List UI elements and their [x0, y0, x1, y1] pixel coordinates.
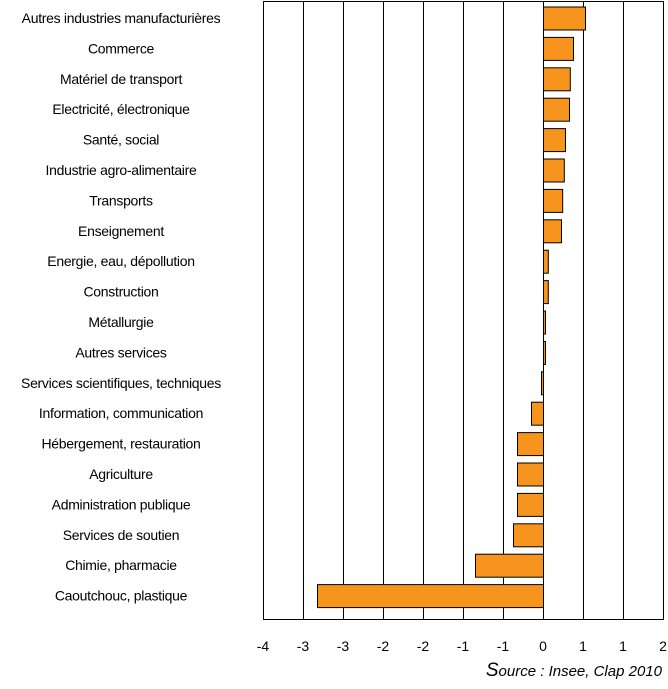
- category-label: Enseignement: [78, 223, 164, 239]
- bar: [543, 97, 570, 122]
- bar: [543, 219, 562, 244]
- category-label: Electricité, électronique: [52, 101, 190, 117]
- category-label: Métallurgie: [88, 314, 154, 330]
- category-label: Agriculture: [89, 466, 153, 482]
- category-label: Matériel de transport: [60, 71, 183, 87]
- category-label: Industrie agro-alimentaire: [46, 162, 197, 178]
- category-label: Santé, social: [83, 132, 159, 148]
- x-tick-label: 1: [619, 638, 627, 654]
- bar: [517, 492, 544, 517]
- category-label: Administration publique: [52, 496, 191, 512]
- x-tick-label: -3: [297, 638, 310, 654]
- x-tick-label: -2: [377, 638, 390, 654]
- category-label: Chimie, pharmacie: [65, 557, 177, 573]
- source-text: ource : Insee, Clap 2010: [498, 663, 662, 680]
- x-tick-label: 2: [659, 638, 667, 654]
- category-label: Autres services: [75, 344, 166, 360]
- x-tick-label: -1: [497, 638, 510, 654]
- category-labels: Autres industries manufacturières Commerc…: [21, 10, 222, 604]
- bar: [531, 401, 544, 426]
- category-label: Hébergement, restauration: [41, 436, 200, 452]
- bar: [543, 280, 549, 305]
- bar: [517, 432, 544, 457]
- bar: [517, 462, 544, 487]
- category-label: Information, communication: [39, 405, 203, 421]
- x-tick-labels: -4 -3 -3 -2 -2 -1 -1 0 1 1 2: [257, 638, 667, 654]
- category-label: Services scientifiques, techniques: [21, 375, 221, 391]
- category-label: Caoutchouc, plastique: [55, 588, 188, 604]
- bar: [543, 36, 574, 61]
- grid-lines: [303, 1, 624, 619]
- bar: [543, 67, 571, 92]
- category-label: Commerce: [88, 40, 155, 56]
- bars: [317, 6, 586, 609]
- x-tick-label: 1: [579, 638, 587, 654]
- x-tick-label: -3: [337, 638, 350, 654]
- source-note: Source : Insee, Clap 2010: [486, 660, 662, 682]
- plot-frame: [263, 1, 664, 620]
- x-tick-label: -2: [417, 638, 430, 654]
- bar: [317, 584, 544, 609]
- bar: [543, 6, 586, 31]
- bar: [543, 128, 566, 153]
- x-tick-label: -4: [257, 638, 270, 654]
- bar: [475, 553, 544, 578]
- category-label: Autres industries manufacturières: [22, 10, 221, 26]
- x-tick-label: -1: [457, 638, 470, 654]
- source-initial: S: [485, 660, 499, 681]
- category-label: Transports: [89, 192, 153, 208]
- bar: [543, 158, 565, 183]
- category-label: Services de soutien: [63, 527, 179, 543]
- category-label: Construction: [84, 284, 159, 300]
- bar: [513, 523, 544, 548]
- x-tick-label: 0: [539, 638, 547, 654]
- bar: [543, 249, 549, 274]
- category-label: Energie, eau, dépollution: [47, 253, 194, 269]
- bar: [543, 188, 564, 213]
